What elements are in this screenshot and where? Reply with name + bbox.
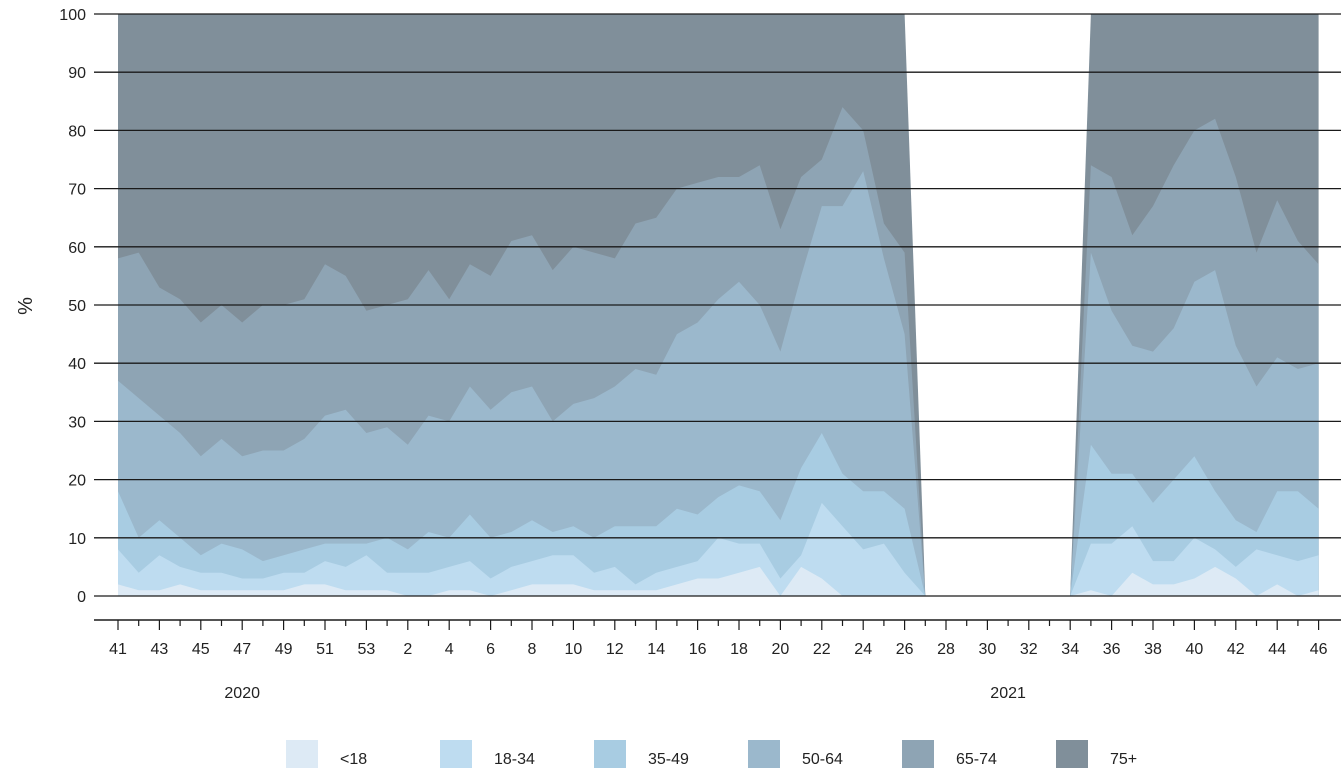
y-axis-title: %: [15, 297, 37, 315]
x-tick-label: 22: [813, 641, 831, 658]
x-tick-label: 41: [109, 641, 127, 658]
x-tick-label: 18: [730, 641, 748, 658]
y-tick-label: 70: [68, 182, 86, 199]
area-series-50-64: [118, 171, 926, 596]
x-tick-label: 38: [1144, 641, 1162, 658]
x-tick-label: 28: [937, 641, 955, 658]
y-axis: 0 10 20 30 40 50 60 70 80 90 100: [59, 7, 86, 606]
x-tick-label: 40: [1186, 641, 1204, 658]
y-tick-label: 10: [68, 531, 86, 548]
x-tick-label: 49: [275, 641, 293, 658]
x-tick-label: 36: [1103, 641, 1121, 658]
x-tick-label: 43: [151, 641, 169, 658]
legend-swatch: [748, 740, 780, 768]
y-tick-label: 20: [68, 473, 86, 490]
x-tick-label: 26: [896, 641, 914, 658]
year-label: 2020: [224, 685, 260, 702]
x-tick-label: 47: [233, 641, 251, 658]
x-tick-label: 6: [486, 641, 495, 658]
x-tick-label: 46: [1310, 641, 1328, 658]
legend-label: 35-49: [648, 751, 689, 768]
legend-swatch: [902, 740, 934, 768]
y-tick-label: 80: [68, 123, 86, 140]
legend-label: 75+: [1110, 751, 1137, 768]
x-tick-label: 42: [1227, 641, 1245, 658]
x-tick-label: 32: [1020, 641, 1038, 658]
legend-label: 65-74: [956, 751, 997, 768]
legend-swatch: [594, 740, 626, 768]
x-tick-label: 44: [1268, 641, 1286, 658]
legend-swatch: [1056, 740, 1088, 768]
x-tick-label: 53: [358, 641, 376, 658]
x-tick-label: 8: [528, 641, 537, 658]
area-series-<18: [118, 566, 926, 596]
year-label: 2021: [990, 685, 1026, 702]
area-series-<18: [1070, 566, 1319, 596]
x-axis: 41 43 45 47 49 51 53 2 4 6 8 10 12 14 16 18 20 22 24 26 28 30…: [94, 619, 1341, 702]
x-tick-label: 34: [1061, 641, 1079, 658]
x-tick-label: 20: [772, 641, 790, 658]
x-tick-label: 10: [565, 641, 583, 658]
legend-label: 18-34: [494, 751, 535, 768]
y-tick-label: 60: [68, 240, 86, 257]
legend-label: <18: [340, 751, 367, 768]
y-tick-label: 0: [77, 589, 86, 606]
legend-swatch: [286, 740, 318, 768]
x-tick-label: 14: [647, 641, 665, 658]
x-tick-label: 51: [316, 641, 334, 658]
x-tick-label: 2: [403, 641, 412, 658]
area-series-group: [118, 14, 1319, 597]
y-tick-label: 50: [68, 298, 86, 315]
y-tick-label: 30: [68, 414, 86, 431]
x-tick-label: 12: [606, 641, 624, 658]
x-tick-label: 24: [854, 641, 872, 658]
y-tick-label: 90: [68, 65, 86, 82]
y-tick-label: 40: [68, 356, 86, 373]
area-series-18-34: [118, 502, 926, 596]
legend-swatch: [440, 740, 472, 768]
gridlines: [94, 13, 1341, 597]
legend: <18 18-34 35-49 50-64 65-74 75+: [286, 740, 1137, 768]
x-tick-label: 30: [979, 641, 997, 658]
legend-label: 50-64: [802, 751, 843, 768]
x-tick-label: 45: [192, 641, 210, 658]
x-tick-label: 16: [689, 641, 707, 658]
y-tick-label: 100: [59, 7, 86, 24]
x-tick-label: 4: [445, 641, 454, 658]
